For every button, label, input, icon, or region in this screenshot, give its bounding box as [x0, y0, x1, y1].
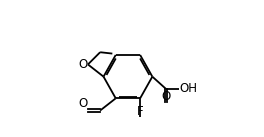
Text: O: O: [78, 58, 87, 71]
Text: O: O: [161, 90, 171, 103]
Text: O: O: [78, 97, 87, 110]
Text: F: F: [137, 105, 143, 118]
Text: OH: OH: [180, 82, 198, 95]
